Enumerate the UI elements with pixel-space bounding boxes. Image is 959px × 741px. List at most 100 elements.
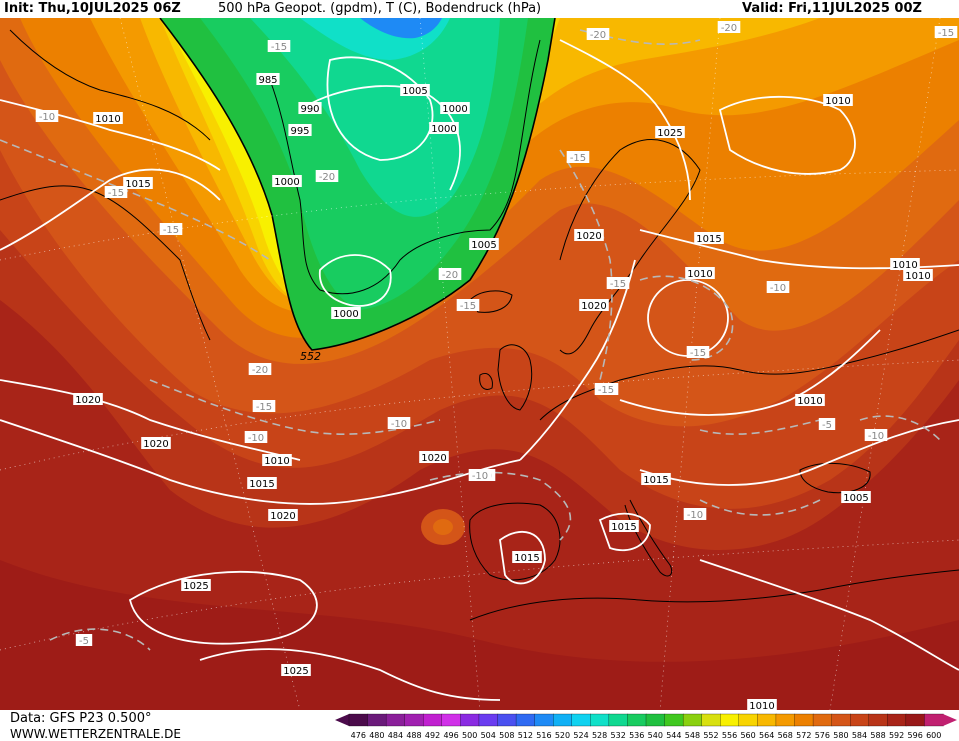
isobar-value: 1020 xyxy=(421,453,446,464)
temperature-label: -15 xyxy=(267,40,291,53)
isobar-value: 1015 xyxy=(249,479,274,490)
legend-swatch xyxy=(385,713,406,727)
legend-tick-label: 496 xyxy=(443,731,458,740)
isobar-label: 1000 xyxy=(429,122,459,135)
legend-swatch xyxy=(608,713,629,727)
temperature-value: -15 xyxy=(570,153,586,164)
temperature-label: -5 xyxy=(818,418,836,431)
isobar-value: 1000 xyxy=(431,124,456,135)
legend-swatch xyxy=(367,713,387,727)
legend-min-arrow xyxy=(335,714,349,726)
legend-swatch xyxy=(905,713,926,727)
legend-swatch xyxy=(831,713,851,727)
legend-tick-label: 520 xyxy=(555,731,570,740)
isobar-label: 1020 xyxy=(574,229,604,242)
website-link[interactable]: WWW.WETTERZENTRALE.DE xyxy=(10,727,181,741)
isobar-label: 1005 xyxy=(841,491,871,504)
temperature-value: -10 xyxy=(770,283,786,294)
isobar-label: 1015 xyxy=(641,473,671,486)
legend-tick-label: 564 xyxy=(759,731,774,740)
temperature-label: -20 xyxy=(586,28,610,41)
isobar-label: 1000 xyxy=(272,175,302,188)
legend-swatch xyxy=(757,713,777,727)
isobar-label: 1010 xyxy=(93,112,123,125)
legend-tick-label: 484 xyxy=(388,731,403,740)
temperature-value: -20 xyxy=(319,172,335,183)
temperature-label: -10 xyxy=(387,417,411,430)
isobar-value: 1005 xyxy=(402,86,427,97)
isobar-label: 1010 xyxy=(823,94,853,107)
legend-tick-label: 600 xyxy=(926,731,941,740)
legend-tick-label: 560 xyxy=(740,731,755,740)
legend-tick-label: 500 xyxy=(462,731,477,740)
legend-swatch xyxy=(348,713,369,727)
temperature-label: -15 xyxy=(159,223,183,236)
legend-tick-label: 580 xyxy=(833,731,848,740)
legend-tick-label: 576 xyxy=(815,731,830,740)
legend-tick-label: 476 xyxy=(351,731,366,740)
legend-swatch xyxy=(775,713,796,727)
temperature-value: -15 xyxy=(610,279,626,290)
isobar-value: 1010 xyxy=(95,114,120,125)
legend-tick-label: 592 xyxy=(889,731,904,740)
isotherms xyxy=(0,29,941,651)
isobar-label: 1020 xyxy=(268,509,298,522)
legend-swatch xyxy=(812,713,833,727)
height-552-label: 552 xyxy=(300,350,321,363)
temperature-value: -10 xyxy=(868,431,884,442)
isobar-value: 1005 xyxy=(471,240,496,251)
temperature-label: -15 xyxy=(252,400,276,413)
legend-swatch xyxy=(571,713,591,727)
legend-swatch xyxy=(850,713,870,727)
legend-swatch xyxy=(645,713,666,727)
temperature-label: -10 xyxy=(683,508,707,521)
legend-tick-label: 488 xyxy=(406,731,421,740)
isobar-labels: 1010 1015 1020 1020 1020 1010 1015 1020 1025 1025… xyxy=(73,73,933,710)
temperature-value: -15 xyxy=(598,385,614,396)
legend-tick-label: 504 xyxy=(481,731,496,740)
isobar-label: 1015 xyxy=(694,232,724,245)
isobar-value: 1020 xyxy=(75,395,100,406)
isobars xyxy=(0,39,959,701)
isobar-label: 1020 xyxy=(419,451,449,464)
temperature-value: -15 xyxy=(108,188,124,199)
isobar-value: 1025 xyxy=(283,666,308,677)
legend-swatch xyxy=(515,713,536,727)
temperature-value: -15 xyxy=(163,225,179,236)
temperature-value: -20 xyxy=(442,270,458,281)
temperature-label: -15 xyxy=(456,299,480,312)
isobar-label: 1005 xyxy=(400,84,430,97)
temperature-label: -20 xyxy=(248,363,272,376)
isobar-label: 1010 xyxy=(747,699,777,710)
isobar-label: 1010 xyxy=(890,258,920,271)
data-source: Data: GFS P23 0.500° xyxy=(10,711,152,726)
temperature-value: -10 xyxy=(248,433,264,444)
isobar-label: 990 xyxy=(298,102,322,115)
temperature-label: -15 xyxy=(104,186,128,199)
isobar-label: 995 xyxy=(288,124,312,137)
isobar-label: 1025 xyxy=(181,579,211,592)
legend-tick-label: 556 xyxy=(722,731,737,740)
legend-swatch xyxy=(423,713,443,727)
legend-tick-label: 528 xyxy=(592,731,607,740)
legend-swatch xyxy=(868,713,888,727)
temperature-value: -15 xyxy=(460,301,476,312)
isobar-value: 1000 xyxy=(333,309,358,320)
legend-swatch xyxy=(553,713,573,727)
legend-swatch xyxy=(664,713,684,727)
legend-swatch xyxy=(441,713,462,727)
legend-tick-label: 508 xyxy=(499,731,514,740)
legend-swatch xyxy=(460,713,480,727)
field-warm-core xyxy=(433,519,453,535)
temperature-label: -20 xyxy=(315,170,339,183)
legend-tick-label: 480 xyxy=(369,731,384,740)
legend-tick-label: 536 xyxy=(629,731,644,740)
temperature-label: -15 xyxy=(686,346,710,359)
temperature-value: -10 xyxy=(472,471,488,482)
legend-swatch xyxy=(794,713,814,727)
legend-tick-label: 584 xyxy=(852,731,867,740)
legend-tick-label: 572 xyxy=(796,731,811,740)
temperature-label: -15 xyxy=(934,26,958,39)
isobar-label: 1015 xyxy=(123,177,153,190)
isobar-value: 1000 xyxy=(442,104,467,115)
